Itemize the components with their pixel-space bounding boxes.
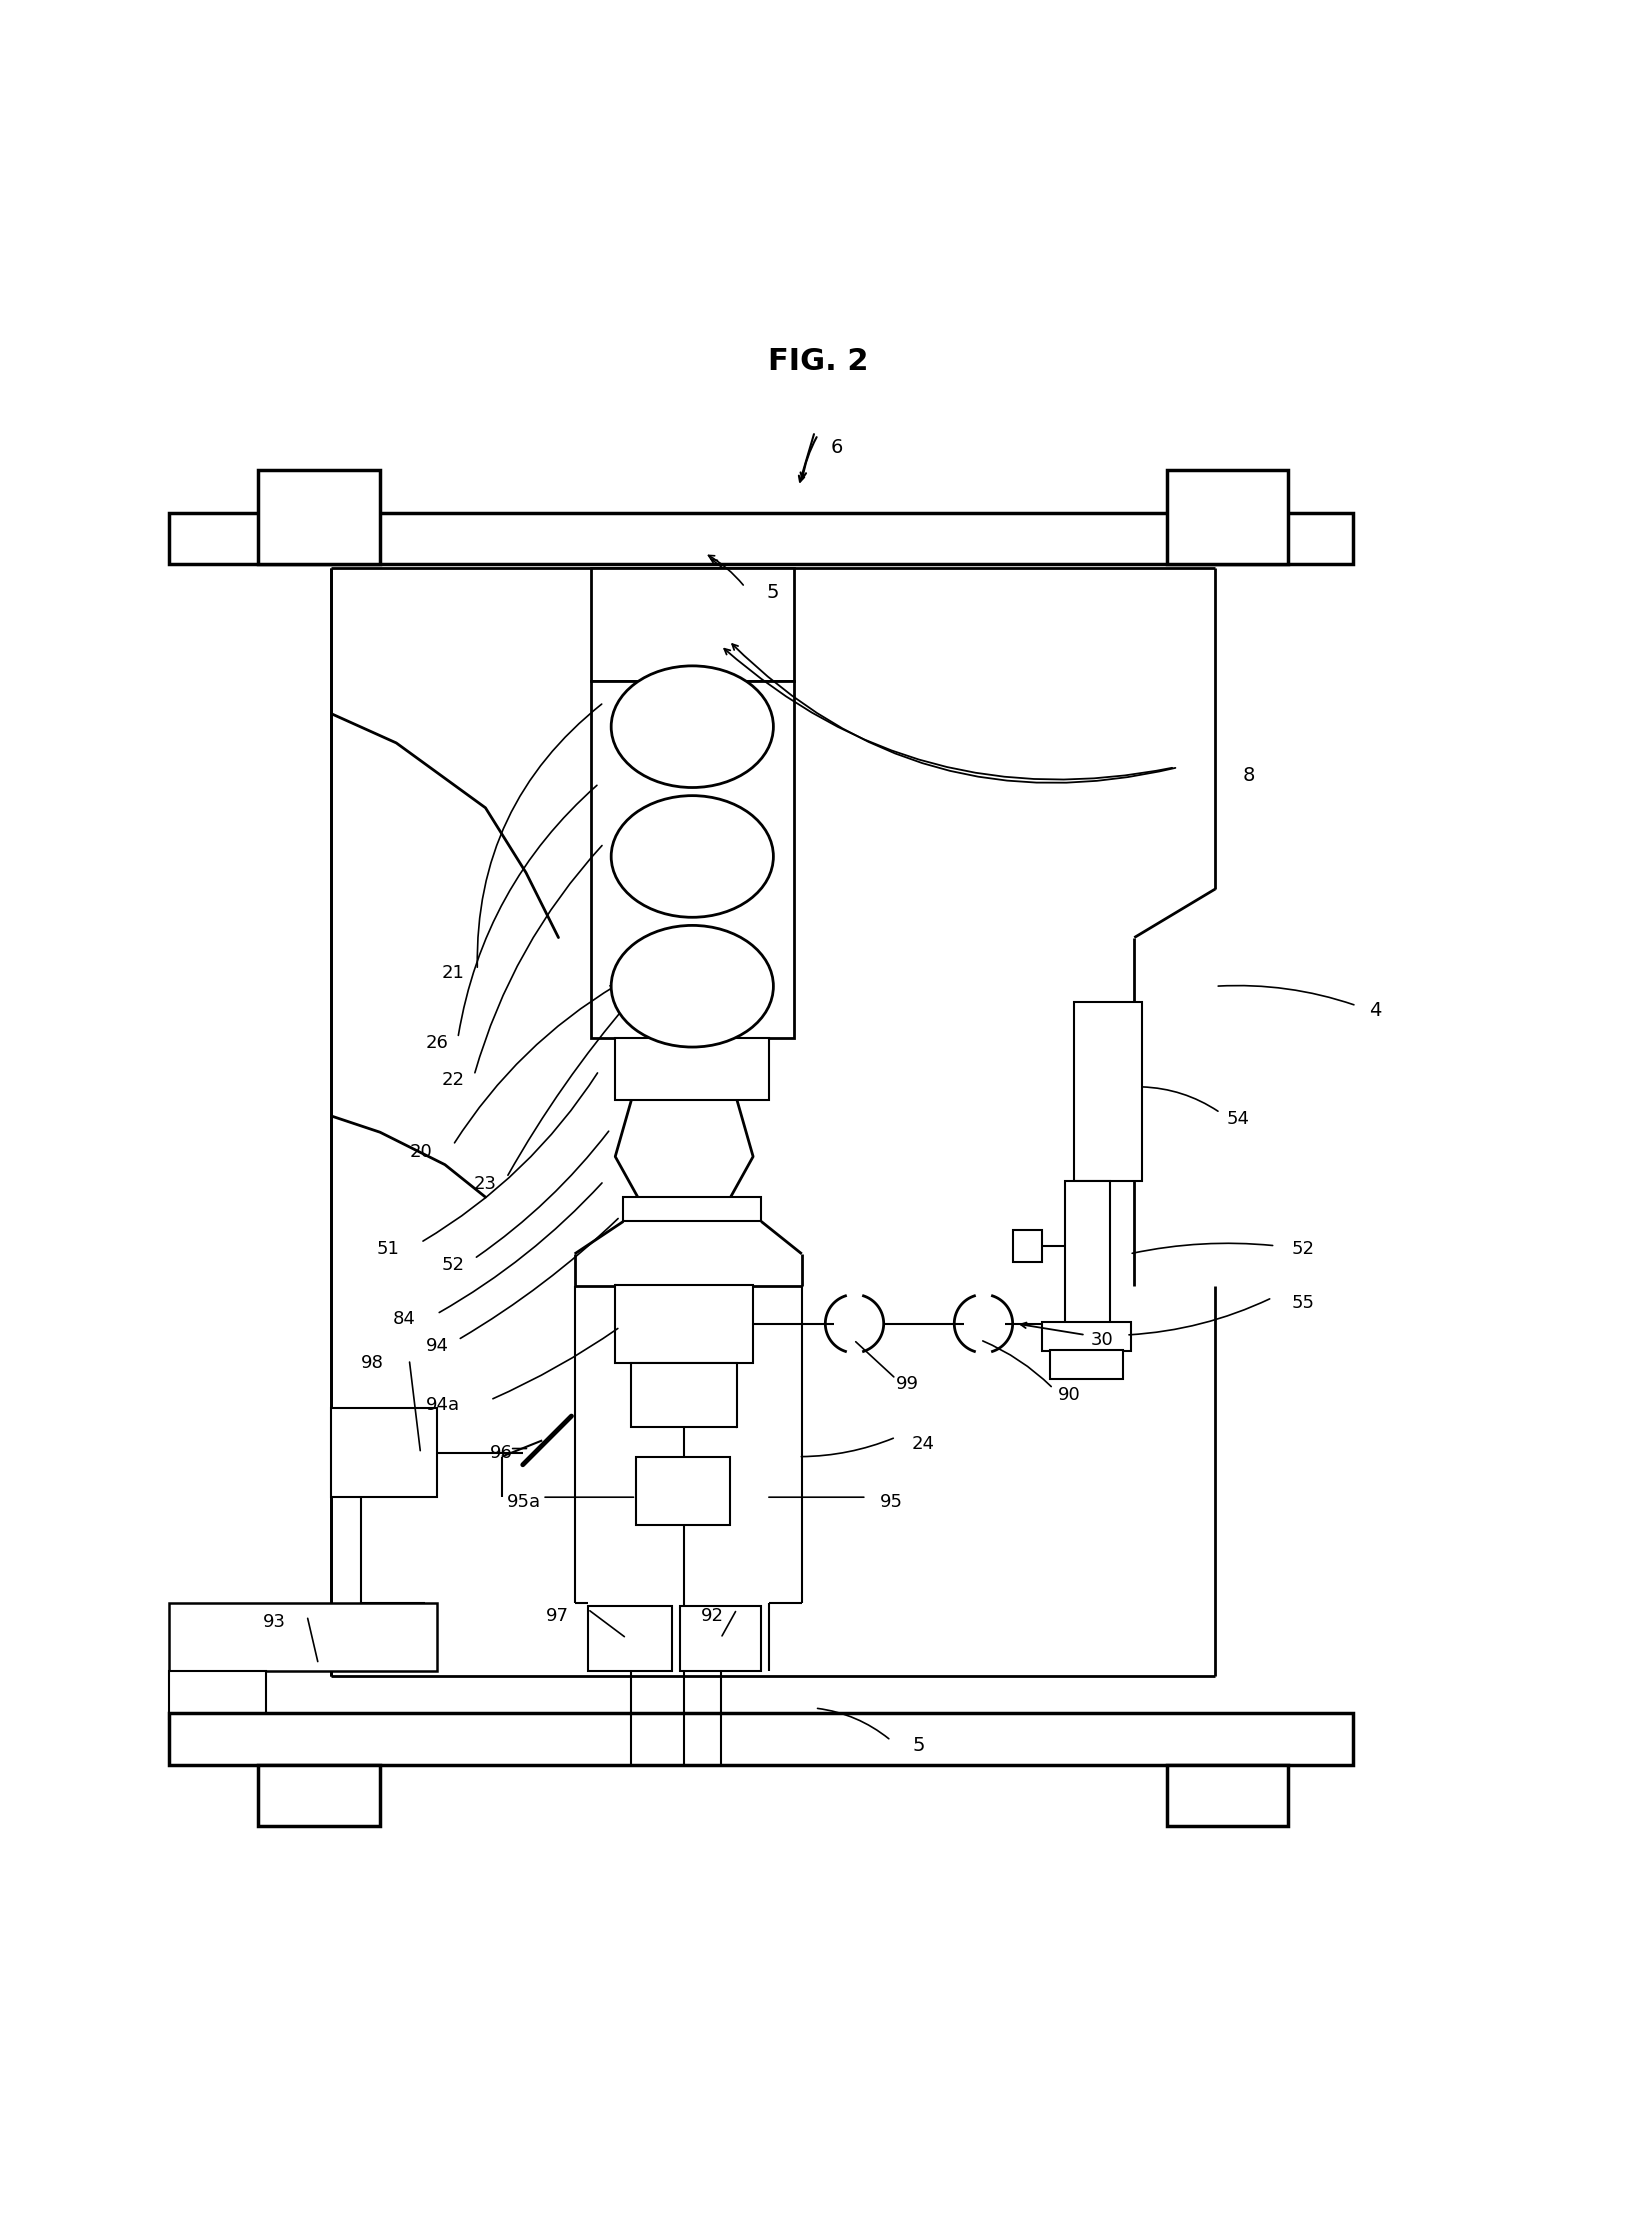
Text: 54: 54 (1227, 1109, 1250, 1127)
Text: 26: 26 (425, 1033, 448, 1051)
Text: 5: 5 (913, 1736, 924, 1754)
Bar (169, 513, 1353, 565)
Bar (591, 681, 793, 1038)
Bar (681, 1605, 761, 1672)
Text: 97: 97 (545, 1607, 568, 1625)
Text: 6: 6 (831, 437, 843, 458)
Bar (1075, 1002, 1142, 1181)
Text: 96: 96 (491, 1444, 514, 1462)
Text: 4: 4 (1369, 1002, 1382, 1020)
Bar (258, 471, 380, 565)
Bar (258, 1766, 380, 1826)
Text: 94a: 94a (425, 1395, 460, 1413)
Bar (631, 1362, 736, 1428)
Text: 93: 93 (263, 1614, 286, 1632)
Bar (169, 1712, 1353, 1766)
Text: 8: 8 (1243, 766, 1255, 786)
Bar (1166, 1766, 1289, 1826)
Ellipse shape (612, 795, 774, 917)
Text: 92: 92 (702, 1607, 725, 1625)
Ellipse shape (612, 665, 774, 788)
Bar (615, 1038, 769, 1100)
Text: 21: 21 (442, 964, 465, 982)
Text: 20: 20 (409, 1143, 432, 1161)
Text: 84: 84 (393, 1310, 416, 1328)
Text: 94: 94 (425, 1337, 448, 1355)
Bar (636, 1457, 730, 1524)
Text: 55: 55 (1292, 1295, 1315, 1312)
Bar (591, 567, 793, 681)
Bar (1013, 1230, 1042, 1261)
Bar (169, 1672, 267, 1719)
Text: 95a: 95a (507, 1493, 540, 1511)
Bar (587, 1605, 672, 1672)
Bar (1042, 1321, 1130, 1350)
Bar (1065, 1181, 1109, 1324)
Bar (1050, 1350, 1122, 1379)
Bar (169, 1603, 437, 1672)
Bar (615, 1286, 753, 1362)
Text: 98: 98 (360, 1353, 383, 1370)
Bar (332, 1408, 437, 1498)
Text: 24: 24 (913, 1435, 936, 1453)
Text: 90: 90 (1058, 1386, 1081, 1404)
Bar (1166, 471, 1289, 565)
Ellipse shape (612, 926, 774, 1047)
Bar (623, 1196, 761, 1221)
Text: 52: 52 (442, 1257, 465, 1274)
Text: 99: 99 (897, 1375, 919, 1393)
Text: 51: 51 (376, 1241, 399, 1259)
Text: FIG. 2: FIG. 2 (767, 348, 869, 377)
Text: 52: 52 (1292, 1241, 1315, 1259)
Text: 5: 5 (766, 583, 779, 603)
Text: 23: 23 (474, 1174, 497, 1194)
Text: 30: 30 (1091, 1330, 1112, 1348)
Text: 22: 22 (442, 1071, 465, 1089)
Text: 95: 95 (880, 1493, 903, 1511)
